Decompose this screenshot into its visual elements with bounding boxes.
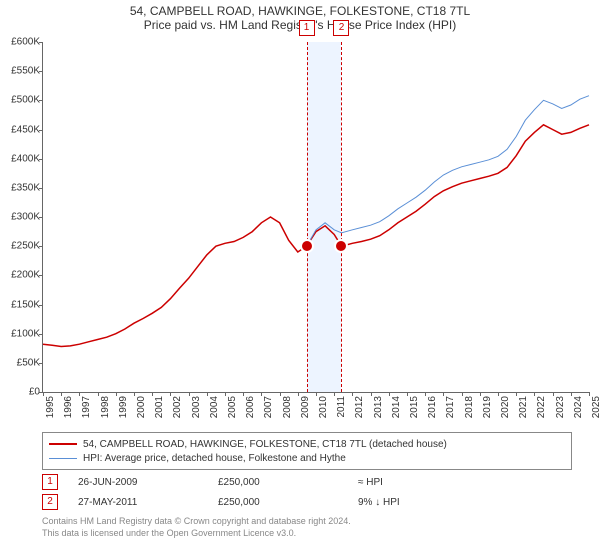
event-date-1: 26-JUN-2009 [78,477,218,488]
ytick-label: £400K [0,153,40,164]
ytick-label: £100K [0,328,40,339]
xtick-mark [498,392,499,396]
xtick-label: 2019 [482,396,493,426]
xtick-label: 2003 [191,396,202,426]
event-date-2: 27-MAY-2011 [78,497,218,508]
plot-region: 12 [42,42,589,393]
legend-swatch-property [49,443,77,445]
xtick-label: 2024 [573,396,584,426]
xtick-label: 2025 [591,396,600,426]
xtick-label: 2021 [518,396,529,426]
xtick-mark [43,392,44,396]
chart-title: 54, CAMPBELL ROAD, HAWKINGE, FOLKESTONE,… [0,0,600,18]
xtick-label: 2002 [172,396,183,426]
event-row-1: 1 26-JUN-2009 £250,000 ≈ HPI [42,472,572,492]
event-dot [300,239,314,253]
hpi-line [307,96,590,247]
event-row-2: 2 27-MAY-2011 £250,000 9% ↓ HPI [42,492,572,512]
xtick-label: 2016 [427,396,438,426]
xtick-label: 2009 [300,396,311,426]
legend-row-hpi: HPI: Average price, detached house, Folk… [49,451,565,465]
ytick-label: £600K [0,37,40,48]
xtick-label: 1999 [118,396,129,426]
xtick-mark [371,392,372,396]
xtick-label: 2015 [409,396,420,426]
ytick-label: £250K [0,241,40,252]
xtick-label: 2017 [445,396,456,426]
xtick-label: 2005 [227,396,238,426]
footnote: Contains HM Land Registry data © Crown c… [42,516,351,539]
ytick-label: £450K [0,124,40,135]
event-price-2: £250,000 [218,497,358,508]
ytick-label: £500K [0,95,40,106]
xtick-mark [298,392,299,396]
xtick-label: 2008 [282,396,293,426]
xtick-mark [116,392,117,396]
event-diff-2: 9% ↓ HPI [358,497,400,508]
xtick-label: 2013 [373,396,384,426]
xtick-mark [98,392,99,396]
xtick-label: 1997 [81,396,92,426]
event-diff-1: ≈ HPI [358,477,383,488]
xtick-mark [553,392,554,396]
ytick-label: £0 [0,387,40,398]
xtick-mark [207,392,208,396]
xtick-label: 2023 [555,396,566,426]
xtick-mark [407,392,408,396]
event-marker-box: 1 [299,20,315,36]
xtick-label: 1995 [45,396,56,426]
event-marker-1: 1 [42,474,58,490]
event-marker-2: 2 [42,494,58,510]
xtick-mark [389,392,390,396]
xtick-mark [225,392,226,396]
ytick-label: £550K [0,66,40,77]
xtick-mark [316,392,317,396]
xtick-mark [134,392,135,396]
chart-svg [43,42,589,392]
xtick-mark [571,392,572,396]
ytick-label: £150K [0,299,40,310]
events-table: 1 26-JUN-2009 £250,000 ≈ HPI 2 27-MAY-20… [42,472,572,512]
xtick-label: 2000 [136,396,147,426]
event-dot [334,239,348,253]
xtick-label: 2011 [336,396,347,426]
xtick-mark [589,392,590,396]
xtick-mark [462,392,463,396]
xtick-label: 2018 [464,396,475,426]
ytick-label: £200K [0,270,40,281]
xtick-mark [189,392,190,396]
legend-label-hpi: HPI: Average price, detached house, Folk… [83,453,346,464]
property-line [43,125,589,347]
xtick-label: 2010 [318,396,329,426]
event-line [341,42,342,392]
xtick-label: 2007 [263,396,274,426]
xtick-label: 1996 [63,396,74,426]
legend: 54, CAMPBELL ROAD, HAWKINGE, FOLKESTONE,… [42,432,572,470]
xtick-label: 1998 [100,396,111,426]
legend-row-property: 54, CAMPBELL ROAD, HAWKINGE, FOLKESTONE,… [49,437,565,451]
xtick-label: 2012 [354,396,365,426]
chart-area: 12 1995199619971998199920002001200220032… [42,42,588,392]
footnote-line-1: Contains HM Land Registry data © Crown c… [42,516,351,528]
event-marker-box: 2 [333,20,349,36]
xtick-label: 2004 [209,396,220,426]
event-line [307,42,308,392]
xtick-label: 2001 [154,396,165,426]
xtick-label: 2020 [500,396,511,426]
footnote-line-2: This data is licensed under the Open Gov… [42,528,351,540]
ytick-label: £350K [0,182,40,193]
event-price-1: £250,000 [218,477,358,488]
xtick-mark [280,392,281,396]
ytick-label: £50K [0,357,40,368]
xtick-label: 2022 [536,396,547,426]
xtick-label: 2006 [245,396,256,426]
ytick-label: £300K [0,212,40,223]
legend-label-property: 54, CAMPBELL ROAD, HAWKINGE, FOLKESTONE,… [83,439,447,450]
legend-swatch-hpi [49,458,77,459]
xtick-label: 2014 [391,396,402,426]
xtick-mark [480,392,481,396]
